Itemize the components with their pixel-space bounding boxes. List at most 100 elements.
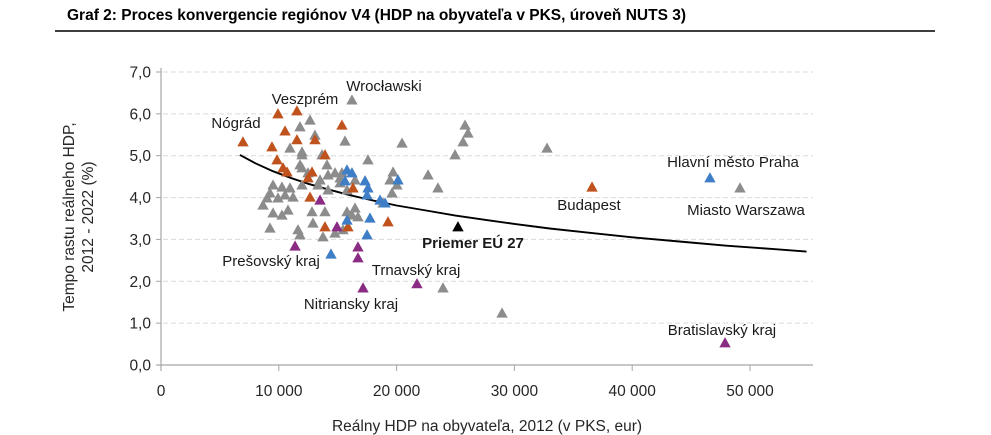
scatter-point: [279, 189, 291, 200]
scatter-point: [384, 174, 396, 185]
scatter-point: [294, 229, 306, 240]
scatter-point: [294, 159, 306, 170]
scatter-point: [359, 175, 371, 186]
x-tick-label: 30 000: [491, 383, 539, 400]
scatter-point: [337, 224, 349, 235]
scatter-point: [267, 179, 279, 190]
scatter-point: [586, 181, 598, 192]
x-tick-label: 20 000: [373, 383, 421, 400]
scatter-point: [317, 231, 329, 242]
scatter-point: [342, 221, 354, 232]
annotations: Nógrád Veszprém Wrocławski Hlavní město Pra…: [211, 78, 805, 339]
series-purple: [289, 194, 731, 348]
annotation-label: Hlavní město Praha: [667, 154, 799, 171]
scatter-point: [276, 209, 288, 220]
scatter-point: [271, 154, 283, 165]
gridlines: [163, 71, 813, 324]
scatter-point: [347, 182, 359, 193]
scatter-point: [289, 240, 301, 251]
scatter-point: [349, 174, 361, 185]
y-tick-label: 1,0: [129, 316, 151, 333]
y-tick-label: 4,0: [129, 190, 151, 207]
axes: 0 10 000 20 000 30 000 40 000 50 000 0,0 1,0 2,0…: [129, 65, 813, 400]
scatter-point: [339, 175, 351, 186]
x-tick-label: 10 000: [255, 383, 303, 400]
scatter-point: [307, 217, 319, 228]
scatter-point: [302, 172, 314, 183]
scatter-point: [261, 192, 273, 203]
scatter-point: [352, 252, 364, 263]
y-tick-label: 6,0: [129, 106, 151, 123]
annotation-label: Prešovský kraj: [222, 253, 320, 270]
scatter-point: [459, 119, 471, 130]
title-underline: [55, 30, 935, 32]
scatter-point: [237, 136, 249, 147]
y-tick-label: 3,0: [129, 232, 151, 249]
scatter-point: [352, 241, 364, 252]
scatter-point: [336, 119, 348, 130]
scatter-point: [291, 134, 303, 145]
scatter-point: [362, 182, 374, 193]
scatter-point: [272, 108, 284, 119]
scatter-point: [282, 204, 294, 215]
scatter-point: [331, 221, 343, 232]
annotation-label: Trnavský kraj: [372, 262, 461, 279]
x-tick-label: 40 000: [608, 383, 656, 400]
scatter-point: [294, 121, 306, 132]
scatter-point: [386, 187, 398, 198]
annotation-label: Bratislavský kraj: [668, 322, 776, 339]
scatter-point: [452, 221, 464, 232]
scatter-point: [321, 159, 333, 170]
x-tick-label: 50 000: [726, 383, 774, 400]
scatter-point: [346, 167, 358, 178]
series-gray: [257, 94, 746, 318]
annotation-label: Miasto Warszawa: [687, 202, 805, 219]
scatter-point: [319, 221, 331, 232]
scatter-point: [306, 166, 318, 177]
annotation-label: Budapest: [557, 197, 621, 214]
scatter-point: [272, 192, 284, 203]
y-tick-label: 5,0: [129, 148, 151, 165]
scatter-point: [396, 137, 408, 148]
scatter-point: [392, 174, 404, 185]
scatter-point: [322, 184, 334, 195]
scatter-point: [496, 307, 508, 318]
scatter-point: [277, 162, 289, 173]
y-axis-title: Tempo rastu reálneho HDP, 2012 - 2022 (%): [61, 122, 97, 311]
scatter-point: [541, 142, 553, 153]
scatter-point: [304, 191, 316, 202]
scatter-point: [387, 166, 399, 177]
scatter-point: [704, 172, 716, 183]
annotation-label: Nitriansky kraj: [304, 296, 398, 313]
scatter-point: [284, 142, 296, 153]
y-tick-label: 2,0: [129, 274, 151, 291]
scatter-point: [734, 182, 746, 193]
scatter-point: [267, 207, 279, 218]
scatter-point: [449, 149, 461, 160]
scatter-point: [379, 197, 391, 208]
scatter-point: [319, 206, 331, 217]
scatter-point: [349, 202, 361, 213]
scatter-point: [266, 141, 278, 152]
scatter-point: [284, 182, 296, 193]
annotation-label: Priemer EÚ 27: [422, 234, 524, 252]
scatter-point: [382, 216, 394, 227]
scatter-point: [437, 282, 449, 293]
y-tick-label: 7,0: [129, 65, 151, 82]
scatter-point: [361, 189, 373, 200]
x-axis-title: Reálny HDP na obyvateľa, 2012 (v PKS, eu…: [332, 418, 642, 435]
scatter-point: [364, 212, 376, 223]
scatter-point: [457, 136, 469, 147]
scatter-point: [319, 149, 331, 160]
scatter-point: [329, 227, 341, 238]
scatter-point: [325, 248, 337, 259]
scatter-point: [287, 191, 299, 202]
series-eu27-average: [452, 221, 464, 232]
scatter-point: [312, 179, 324, 190]
scatter-point: [411, 278, 423, 289]
series-orange: [237, 105, 598, 232]
scatter-point: [304, 114, 316, 125]
scatter-point: [719, 337, 731, 348]
scatter-point: [276, 181, 288, 192]
